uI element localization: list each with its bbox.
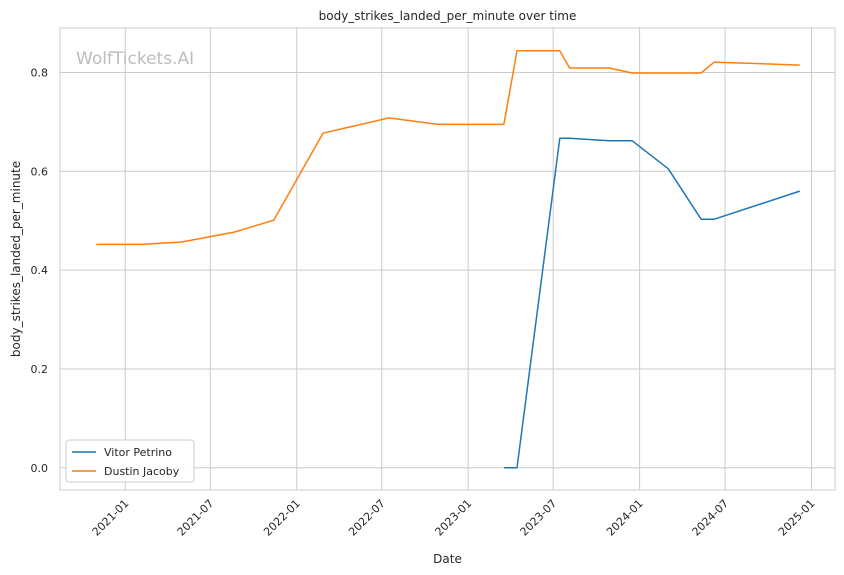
series-lines	[96, 49, 801, 469]
x-tick-label: 2024-07	[690, 497, 732, 539]
y-tick-label: 0.6	[31, 165, 49, 178]
y-tick-label: 0.2	[31, 363, 49, 376]
y-tick-labels: 0.0 0.2 0.4 0.6 0.8	[31, 66, 49, 474]
y-tick-label: 0.0	[31, 462, 49, 475]
y-gridlines	[60, 71, 835, 469]
x-tick-label: 2022-01	[261, 497, 303, 539]
y-tick-label: 0.8	[31, 66, 49, 79]
x-tick-label: 2025-01	[776, 497, 818, 539]
chart-title: body_strikes_landed_per_minute over time	[319, 9, 577, 23]
x-tick-label: 2021-01	[90, 497, 132, 539]
y-tick-label: 0.4	[31, 264, 49, 277]
series-line-2	[96, 49, 800, 246]
x-tick-label: 2023-07	[518, 497, 560, 539]
x-tick-label: 2023-01	[433, 497, 475, 539]
x-gridlines	[124, 28, 813, 490]
legend-label-1: Vitor Petrino	[104, 446, 172, 459]
x-tick-labels: 2021-01 2021-07 2022-01 2022-07 2023-01 2023-…	[90, 497, 818, 539]
x-tick-label: 2022-07	[346, 497, 388, 539]
watermark: WolfTickets.AI	[76, 49, 194, 69]
x-tick-label: 2021-07	[175, 497, 217, 539]
plot-area	[59, 27, 836, 491]
y-axis-label: body_strikes_landed_per_minute	[9, 161, 23, 357]
x-tick-label: 2024-01	[604, 497, 646, 539]
x-axis-label: Date	[433, 552, 462, 566]
legend: Vitor Petrino Dustin Jacoby	[65, 439, 195, 483]
legend-label-2: Dustin Jacoby	[104, 465, 180, 478]
legend-box	[65, 439, 195, 483]
series-line-1	[503, 137, 801, 469]
